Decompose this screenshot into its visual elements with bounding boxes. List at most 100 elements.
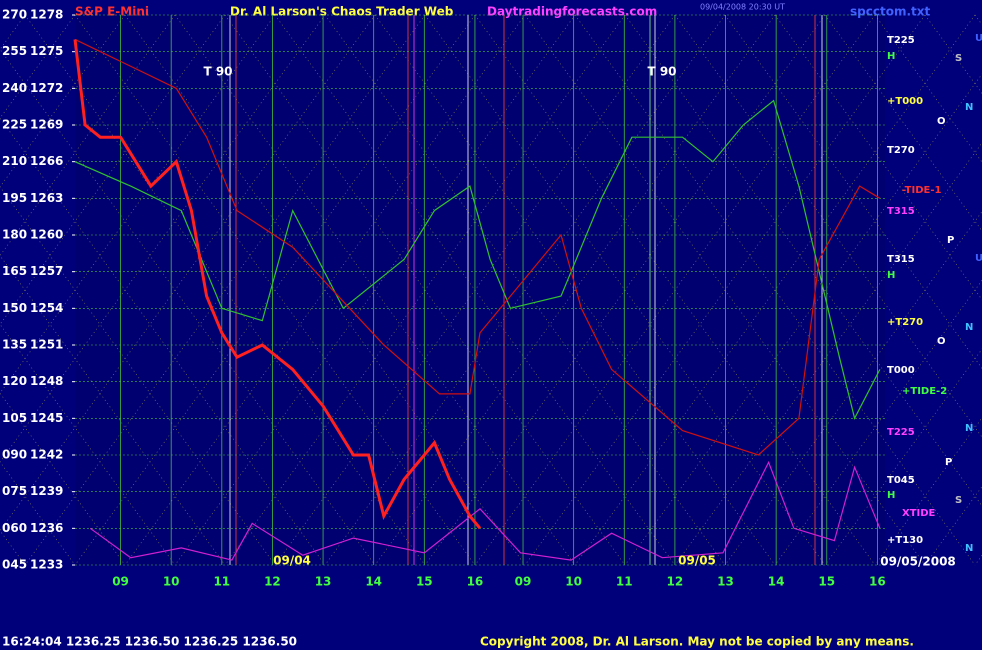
diagonal xyxy=(724,211,982,566)
far-label: N xyxy=(965,423,973,434)
far-label: P xyxy=(945,457,952,468)
y-tick-label: 1245 xyxy=(30,411,63,425)
right-label: T315 xyxy=(887,206,915,217)
y-tick-label: 1275 xyxy=(30,44,63,58)
right-label: -TIDE-1 xyxy=(902,185,942,196)
x-tick-label: 09 xyxy=(515,575,532,589)
copyright: Copyright 2008, Dr. Al Larson. May not b… xyxy=(480,635,914,649)
diagonal xyxy=(324,14,726,566)
diagonal xyxy=(574,14,976,566)
y2-tick-label: 135 xyxy=(2,338,27,352)
x-tick-label: 16 xyxy=(467,575,484,589)
series-line xyxy=(74,38,881,456)
diagonal xyxy=(424,14,826,566)
y-tick-label: 1272 xyxy=(30,81,63,95)
annotation: 09/05 xyxy=(678,554,716,568)
diagonal xyxy=(374,14,776,566)
x-tick-label: 10 xyxy=(163,575,180,589)
far-label: U xyxy=(975,253,982,264)
x-tick-label: 11 xyxy=(616,575,633,589)
right-label: +T270 xyxy=(887,317,923,328)
subtitle: Dr. Al Larson's Chaos Trader Web xyxy=(230,5,454,19)
series-line xyxy=(74,99,881,420)
y-tick-label: 1248 xyxy=(30,374,63,388)
y2-tick-label: 270 xyxy=(2,8,27,22)
plot-area xyxy=(75,15,885,565)
x-tick-label: 13 xyxy=(717,575,734,589)
y-tick-label: 1236 xyxy=(30,521,63,535)
right-label: +TIDE-2 xyxy=(902,386,947,397)
series-line xyxy=(89,460,881,561)
far-label: O xyxy=(937,116,946,127)
y-tick-label: 1251 xyxy=(30,338,63,352)
y-tick-label: 1239 xyxy=(30,484,63,498)
far-label: N xyxy=(965,322,973,333)
x-tick-label: 13 xyxy=(315,575,332,589)
diagonal xyxy=(774,279,982,566)
y-tick-label: 1266 xyxy=(30,154,63,168)
diagonal xyxy=(24,14,426,566)
diagonal xyxy=(624,73,982,566)
diagonal xyxy=(0,14,276,394)
y2-tick-label: 150 xyxy=(2,301,27,315)
y2-tick-label: 165 xyxy=(2,264,27,278)
x-tick-label: 14 xyxy=(768,575,785,589)
far-label: S xyxy=(955,53,962,64)
x-tick-label: 12 xyxy=(264,575,281,589)
right-label: H xyxy=(887,51,895,62)
status: 16:24:04 1236.25 1236.50 1236.25 1236.50 xyxy=(2,635,297,649)
y2-tick-label: 060 xyxy=(2,521,27,535)
diagonal xyxy=(124,14,526,566)
y2-tick-label: 075 xyxy=(2,484,27,498)
y2-tick-label: 225 xyxy=(2,118,27,132)
y-tick-label: 1257 xyxy=(30,264,63,278)
right-label: T315 xyxy=(887,254,915,265)
y2-tick-label: 045 xyxy=(2,558,27,572)
series-line xyxy=(73,39,482,530)
x-tick-label: 14 xyxy=(365,575,382,589)
x-tick-label: 11 xyxy=(213,575,230,589)
y-tick-label: 1254 xyxy=(30,301,63,315)
x-tick-label: 12 xyxy=(667,575,684,589)
y-tick-label: 1233 xyxy=(30,558,63,572)
y2-tick-label: 090 xyxy=(2,448,27,462)
right-label: T045 xyxy=(887,475,915,486)
y2-tick-label: 105 xyxy=(2,411,27,425)
right-label: T270 xyxy=(887,145,915,156)
y2-tick-label: 195 xyxy=(2,191,27,205)
far-label: O xyxy=(937,336,946,347)
right-label: H xyxy=(887,490,895,501)
y2-tick-label: 240 xyxy=(2,81,27,95)
y2-tick-label: 180 xyxy=(2,228,27,242)
far-label: N xyxy=(965,102,973,113)
x-tick-label: 09 xyxy=(112,575,129,589)
far-label: P xyxy=(947,235,954,246)
timestamp: 09/04/2008 20:30 UT xyxy=(700,3,785,12)
y2-tick-label: 255 xyxy=(2,44,27,58)
annotation: T 90 xyxy=(647,65,676,79)
y-tick-label: 1263 xyxy=(30,191,63,205)
y2-tick-label: 210 xyxy=(2,154,27,168)
x-tick-label: 10 xyxy=(565,575,582,589)
file-name: spcctom.txt xyxy=(850,5,930,19)
right-label: +T130 xyxy=(887,535,923,546)
diagonal xyxy=(0,14,376,532)
annotation: 09/04 xyxy=(273,554,311,568)
y2-tick-label: 120 xyxy=(2,374,27,388)
right-label: H xyxy=(887,270,895,281)
diagonal xyxy=(0,14,226,325)
annotation: 09/05/2008 xyxy=(880,555,956,569)
right-label: +T000 xyxy=(887,96,923,107)
y-tick-label: 1269 xyxy=(30,118,63,132)
chart-title: S&P E-Mini xyxy=(75,5,149,19)
right-label: T225 xyxy=(887,35,915,46)
y-tick-label: 1278 xyxy=(30,8,63,22)
right-label: XTIDE xyxy=(902,508,936,519)
diagonal xyxy=(524,14,926,566)
diagonal xyxy=(74,14,476,566)
far-label: U xyxy=(975,33,982,44)
diagonal xyxy=(0,14,326,463)
diagonal xyxy=(674,142,982,566)
x-tick-label: 16 xyxy=(869,575,886,589)
